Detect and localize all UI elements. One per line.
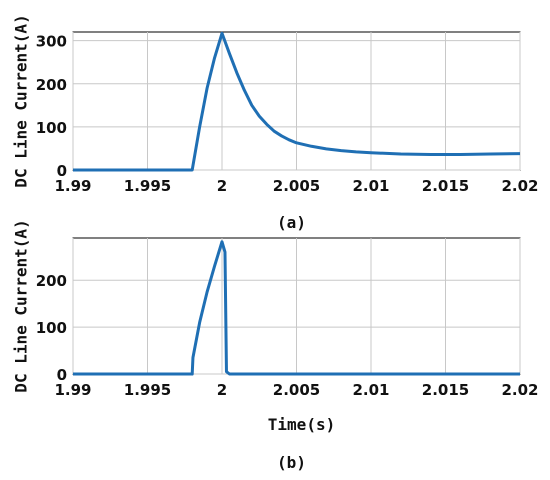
x-tick-label: 1.99 [54, 177, 91, 195]
y-tick-label: 100 [36, 319, 67, 337]
x-tick-label: 2 [217, 381, 227, 399]
y-tick-label: 0 [57, 366, 67, 384]
caption-a: (a) [277, 213, 306, 232]
x-tick-label: 1.995 [124, 381, 171, 399]
y-tick-label: 200 [36, 272, 67, 290]
y-tick-label: 100 [36, 119, 67, 137]
grid-b [72, 238, 521, 375]
x-tick-label: 2.02 [501, 381, 538, 399]
tick-labels-a: 1.99 1.995 2 2.005 2.01 2.015 2.02 0 100 200 300 [36, 33, 539, 195]
x-tick-label: 2.015 [422, 177, 469, 195]
x-tick-label: 1.99 [54, 381, 91, 399]
x-tick-label: 2.015 [422, 381, 469, 399]
y-axis-label-b: DC Line Current(A) [12, 219, 31, 392]
panel-b: 1.99 1.995 2 2.005 2.01 2.015 2.02 0 100 200 DC L… [12, 219, 539, 472]
y-tick-label: 0 [57, 162, 67, 180]
panel-a: 1.99 1.995 2 2.005 2.01 2.015 2.02 0 100 200 300 D… [12, 14, 539, 232]
x-tick-label: 2.01 [352, 381, 389, 399]
x-tick-label: 2.005 [273, 177, 320, 195]
grid-a [72, 32, 521, 171]
tick-labels-b: 1.99 1.995 2 2.005 2.01 2.015 2.02 0 100 200 [36, 272, 539, 399]
x-tick-label: 2.005 [273, 381, 320, 399]
caption-b: (b) [277, 453, 306, 472]
x-tick-label: 2 [217, 177, 227, 195]
y-axis-label-a: DC Line Current(A) [12, 14, 31, 187]
x-tick-label: 2.02 [501, 177, 538, 195]
series-line-a [73, 31, 521, 172]
x-axis-label-b: Time(s) [268, 415, 335, 434]
x-tick-label: 1.995 [124, 177, 171, 195]
y-tick-label: 300 [36, 33, 67, 51]
series-line-b [73, 240, 520, 376]
y-tick-label: 200 [36, 76, 67, 94]
x-tick-label: 2.01 [352, 177, 389, 195]
